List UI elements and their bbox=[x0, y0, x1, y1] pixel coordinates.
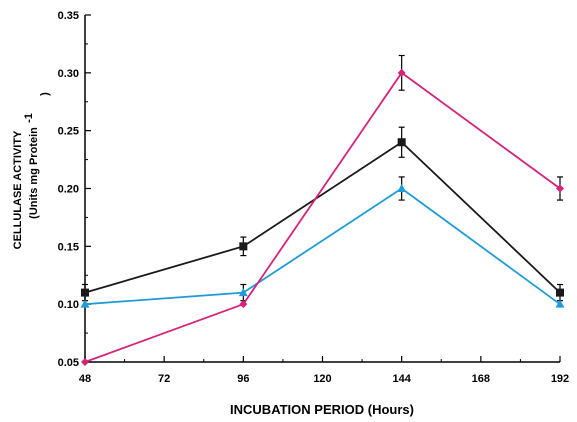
data-point-diamond bbox=[239, 300, 248, 309]
y-axis-title-line-2: (Units mg Protein bbox=[28, 127, 40, 219]
data-point-square bbox=[239, 242, 248, 251]
data-point-triangle bbox=[238, 288, 248, 297]
x-tick-label: 192 bbox=[551, 373, 569, 385]
y-axis-title-close-paren: ) bbox=[39, 92, 51, 96]
series-line bbox=[84, 187, 561, 306]
x-tick-label: 144 bbox=[392, 373, 411, 385]
series-line bbox=[84, 141, 561, 294]
series-3 bbox=[81, 54, 564, 366]
y-tick-label: 0.20 bbox=[58, 184, 79, 196]
data-point-diamond bbox=[81, 358, 89, 366]
x-axis-title: INCUBATION PERIOD (Hours) bbox=[230, 402, 414, 417]
y-tick-label: 0.30 bbox=[58, 68, 79, 80]
x-tick-label: 168 bbox=[472, 373, 490, 385]
data-point-triangle bbox=[397, 184, 407, 192]
data-point-diamond bbox=[397, 68, 406, 77]
y-tick-label: 0.10 bbox=[58, 299, 79, 311]
x-tick-label: 48 bbox=[79, 373, 91, 385]
data-point-square bbox=[397, 138, 406, 147]
series-1 bbox=[81, 126, 564, 302]
y-axis-title: CELLULASE ACTIVITY (Units mg Protein -1 … bbox=[12, 92, 51, 250]
y-tick-label: 0.15 bbox=[58, 241, 79, 253]
y-tick-label: 0.05 bbox=[58, 357, 79, 369]
x-tick-label: 120 bbox=[313, 373, 331, 385]
data-point-square bbox=[556, 288, 564, 297]
y-axis-title-superscript: -1 bbox=[23, 113, 35, 123]
y-tick-label: 0.35 bbox=[58, 10, 79, 22]
data-point-diamond bbox=[556, 184, 564, 193]
data-point-triangle bbox=[80, 299, 90, 308]
series-group bbox=[80, 54, 565, 366]
series-line bbox=[84, 71, 561, 363]
x-tick-label: 72 bbox=[158, 373, 170, 385]
y-axis-title-line-1: CELLULASE ACTIVITY bbox=[12, 130, 24, 249]
ticks: 0.05 0.10 0.15 0.20 0.25 0.30 0.35 48 72 96 120 144… bbox=[58, 10, 570, 385]
data-point-triangle bbox=[555, 299, 565, 308]
y-tick-label: 0.25 bbox=[58, 126, 79, 138]
series-2 bbox=[80, 176, 565, 308]
x-tick-label: 96 bbox=[237, 373, 249, 385]
data-point-square bbox=[81, 288, 89, 297]
